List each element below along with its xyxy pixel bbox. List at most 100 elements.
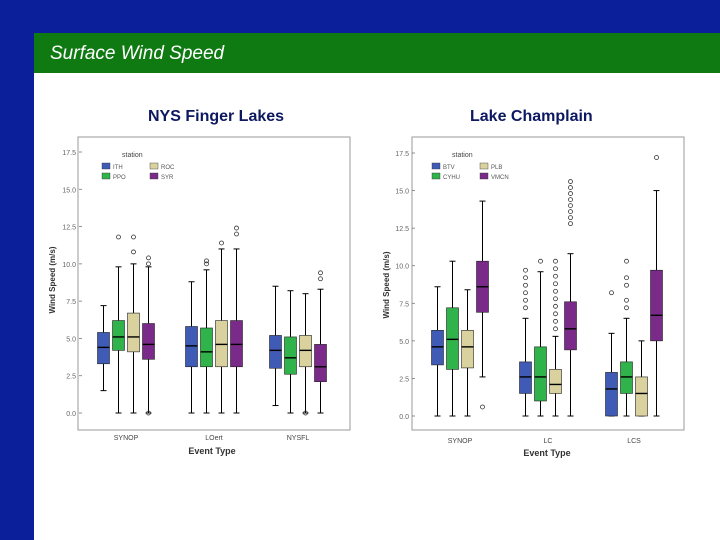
legend-swatch bbox=[431, 162, 441, 170]
y-tick-label: 2.5 bbox=[399, 376, 409, 383]
legend-label: BTV bbox=[443, 165, 455, 171]
x-tick-label: LC bbox=[544, 438, 553, 445]
outlier-point bbox=[538, 258, 543, 264]
legend-label: PPO bbox=[113, 175, 126, 181]
outlier-point bbox=[553, 266, 558, 272]
outlier-point bbox=[624, 297, 629, 303]
box bbox=[314, 344, 327, 382]
outlier-point bbox=[568, 179, 573, 184]
outlier-point bbox=[553, 288, 558, 294]
legend-label: SYR bbox=[161, 175, 174, 181]
outlier-point bbox=[146, 410, 151, 416]
y-tick-label: 17.5 bbox=[62, 150, 76, 157]
outlier-point bbox=[553, 303, 558, 309]
outlier-point bbox=[624, 275, 629, 281]
outlier-point bbox=[480, 404, 485, 410]
y-tick-label: 5.0 bbox=[66, 336, 76, 343]
legend-swatch bbox=[101, 162, 111, 170]
y-tick-label: 5.0 bbox=[399, 339, 409, 346]
y-tick-label: 12.5 bbox=[395, 226, 409, 233]
y-tick-label: 12.5 bbox=[62, 225, 76, 232]
outlier-point bbox=[624, 282, 629, 288]
outlier-point bbox=[609, 290, 614, 296]
box bbox=[564, 301, 577, 351]
box bbox=[650, 269, 663, 342]
legend-swatch bbox=[101, 172, 111, 180]
title-bar bbox=[34, 33, 720, 73]
box bbox=[605, 372, 618, 417]
outlier-point bbox=[234, 231, 239, 237]
box bbox=[127, 312, 140, 353]
y-tick-label: 0.0 bbox=[66, 411, 76, 418]
outlier-point bbox=[568, 185, 573, 190]
outlier-point bbox=[568, 203, 573, 209]
y-axis-label: Wind Speed (m/s) bbox=[382, 251, 391, 318]
outlier-point bbox=[318, 276, 323, 282]
outlier-point bbox=[553, 273, 558, 279]
x-axis-label: Event Type bbox=[188, 446, 235, 456]
box bbox=[519, 361, 532, 394]
y-tick-label: 10.0 bbox=[62, 262, 76, 269]
x-tick-label: LOert bbox=[205, 435, 223, 442]
outlier-point bbox=[146, 261, 151, 267]
outlier-point bbox=[131, 234, 136, 240]
x-tick-label: SYNOP bbox=[448, 438, 473, 445]
box bbox=[549, 369, 562, 394]
slide-title: Surface Wind Speed bbox=[50, 43, 225, 64]
legend-title: station bbox=[122, 152, 143, 159]
outlier-point bbox=[568, 215, 573, 221]
outlier-point bbox=[131, 249, 136, 255]
box bbox=[635, 376, 648, 417]
outlier-point bbox=[523, 297, 528, 303]
legend-label: VMCN bbox=[491, 175, 509, 181]
outlier-point bbox=[146, 255, 151, 261]
box bbox=[230, 320, 243, 368]
legend-label: CYHU bbox=[443, 175, 460, 181]
plot-frame bbox=[77, 136, 351, 431]
legend-title: station bbox=[452, 152, 473, 159]
outlier-point bbox=[553, 281, 558, 287]
outlier-point bbox=[318, 270, 323, 276]
outlier-point bbox=[553, 311, 558, 317]
x-axis-label: Event Type bbox=[523, 448, 570, 458]
box bbox=[97, 332, 110, 365]
legend-label: ROC bbox=[161, 165, 175, 171]
box bbox=[461, 330, 474, 369]
outlier-point bbox=[568, 197, 573, 202]
outlier-point bbox=[116, 234, 121, 240]
outlier-point bbox=[568, 221, 573, 227]
legend-swatch bbox=[479, 162, 489, 170]
box bbox=[431, 330, 444, 366]
chart-title-finger-lakes: NYS Finger Lakes bbox=[148, 108, 285, 125]
box bbox=[620, 361, 633, 394]
outlier-point bbox=[523, 267, 528, 273]
x-tick-label: LCS bbox=[627, 438, 641, 445]
outlier-point bbox=[523, 305, 528, 311]
outlier-point bbox=[553, 296, 558, 302]
outlier-point bbox=[568, 209, 573, 215]
outlier-point bbox=[234, 225, 239, 231]
outlier-point bbox=[219, 240, 224, 246]
box bbox=[142, 323, 155, 360]
outlier-point bbox=[654, 155, 659, 160]
y-tick-label: 7.5 bbox=[399, 301, 409, 308]
outlier-point bbox=[624, 305, 629, 311]
box-plot-lake-champlain: 0.0 2.5 5.0 7.5 10.0 12.5 15.0 17.5 Wind Speed (… bbox=[382, 136, 685, 458]
legend-swatch bbox=[149, 162, 159, 170]
x-tick-label: NYSFL bbox=[287, 435, 310, 442]
outlier-point bbox=[204, 261, 209, 267]
box bbox=[446, 307, 459, 370]
chart-title-lake-champlain: Lake Champlain bbox=[470, 108, 593, 125]
legend-swatch bbox=[149, 172, 159, 180]
y-tick-label: 15.0 bbox=[395, 189, 409, 196]
outlier-point bbox=[553, 318, 558, 324]
box bbox=[200, 327, 213, 368]
legend-label: PLB bbox=[491, 165, 502, 171]
y-axis-label: Wind Speed (m/s) bbox=[48, 246, 57, 313]
y-tick-label: 15.0 bbox=[62, 187, 76, 194]
outlier-point bbox=[624, 258, 629, 264]
y-tick-label: 17.5 bbox=[395, 151, 409, 158]
legend-label: ITH bbox=[113, 165, 123, 171]
outlier-point bbox=[553, 258, 558, 264]
